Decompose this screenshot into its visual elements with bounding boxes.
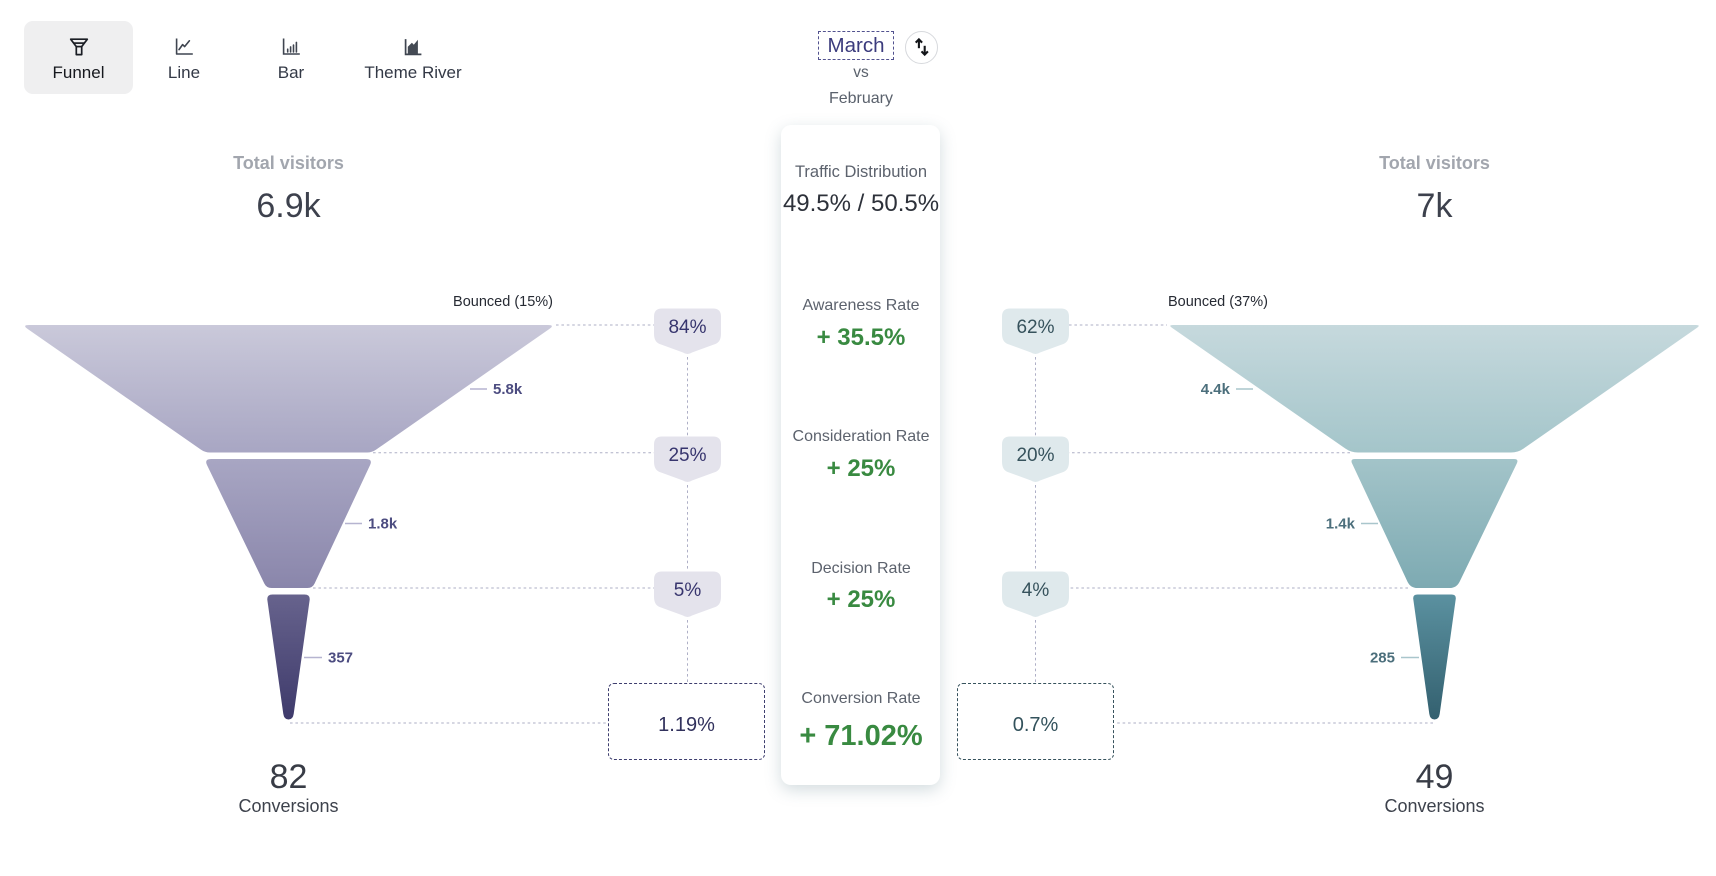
svg-text:4.4k: 4.4k [1201, 381, 1231, 398]
svg-text:25%: 25% [668, 445, 706, 466]
svg-text:5.8k: 5.8k [493, 381, 523, 398]
svg-text:62%: 62% [1016, 317, 1054, 338]
svg-text:285: 285 [1370, 650, 1395, 667]
svg-text:Bounced (37%): Bounced (37%) [1168, 294, 1268, 310]
svg-text:Bounced (15%): Bounced (15%) [453, 294, 553, 310]
svg-text:5%: 5% [674, 580, 702, 601]
svg-text:84%: 84% [668, 317, 706, 338]
svg-text:1.8k: 1.8k [368, 516, 398, 533]
svg-text:4%: 4% [1022, 580, 1050, 601]
svg-text:1.4k: 1.4k [1326, 516, 1356, 533]
svg-text:20%: 20% [1016, 445, 1054, 466]
svg-text:357: 357 [328, 650, 353, 667]
